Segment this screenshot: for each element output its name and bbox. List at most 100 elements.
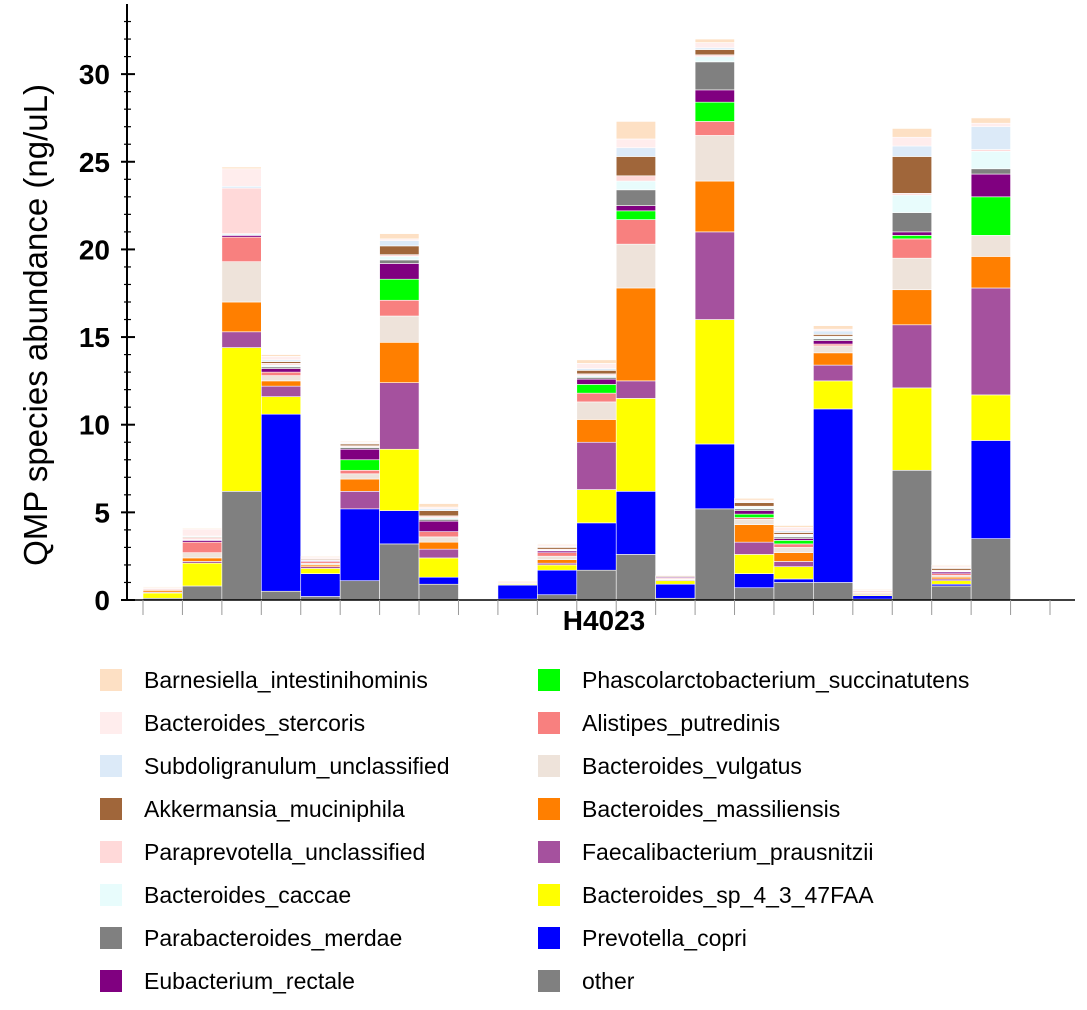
bar-segment <box>734 554 775 575</box>
bar-segment <box>379 259 420 264</box>
bar-segment <box>261 368 302 373</box>
bar-segment <box>261 396 302 415</box>
bar-segment <box>221 236 262 262</box>
bar-segment <box>221 187 262 234</box>
bar-segment <box>773 540 814 545</box>
bar-segment <box>891 194 932 213</box>
bar-segment <box>379 299 420 317</box>
legend-item: Bacteroides_stercoris <box>100 705 365 741</box>
y-tick-label: 25 <box>79 147 110 178</box>
bar-segment <box>773 547 814 553</box>
bar-segment <box>576 522 617 571</box>
legend-item: Phascolarctobacterium_succinatutens <box>538 662 969 698</box>
bar-segment <box>576 419 617 443</box>
bar-segment <box>615 156 656 177</box>
bar-segment <box>891 387 932 471</box>
bar-segment <box>734 502 775 507</box>
bar-segment <box>537 564 578 571</box>
legend-swatch <box>100 712 122 734</box>
bar-segment <box>615 138 656 149</box>
bar-segment <box>379 448 420 511</box>
bar-segment <box>852 595 893 600</box>
bar-segment <box>615 175 656 182</box>
bar-segment <box>576 384 617 394</box>
x-axis-category-label: H4023 <box>563 605 646 636</box>
bar-segment <box>142 586 183 589</box>
bar-segment <box>891 128 932 138</box>
bar-segment <box>615 219 656 245</box>
legend-item: other <box>538 963 634 999</box>
bar-segment <box>734 573 775 589</box>
legend-item: Bacteroides_sp_4_3_47FAA <box>538 877 874 913</box>
legend-label: Bacteroides_caccae <box>144 881 352 908</box>
legend-item: Alistipes_putredinis <box>538 705 780 741</box>
stacked-bar-chart: 0 5 10 15 20 25 30 QMP species abundance (ng/u… <box>17 4 1075 636</box>
legend-label: Prevotella_copri <box>582 924 747 951</box>
bar-segment <box>813 345 854 354</box>
legend-item: Eubacterium_rectale <box>100 963 355 999</box>
legend-label: Bacteroides_vulgatus <box>582 752 802 779</box>
bar-segment <box>418 557 459 578</box>
bar-segment <box>773 525 814 528</box>
bar-segment <box>655 580 696 585</box>
bar-segment <box>773 578 814 583</box>
legend-item: Prevotella_copri <box>538 920 747 956</box>
legend-swatch <box>100 841 122 863</box>
legend-label: other <box>582 967 635 994</box>
bar-segment <box>615 210 656 220</box>
bar-segment <box>261 590 302 601</box>
bar-segment <box>813 340 854 345</box>
legend-swatch <box>538 841 560 863</box>
legend-swatch <box>538 755 560 777</box>
bar-segment <box>182 528 223 537</box>
bar-segment <box>261 375 302 382</box>
legend-label: Phascolarctobacterium_succinatutens <box>582 666 970 693</box>
bar-segment <box>379 342 420 383</box>
y-tick-label: 15 <box>79 322 110 353</box>
bar-segment <box>891 212 932 233</box>
bar-segment <box>418 576 459 585</box>
bar-segment <box>300 555 341 558</box>
bar-segment <box>339 580 380 601</box>
bar-segment <box>182 541 223 553</box>
bar-segment <box>418 541 459 550</box>
bar-segment <box>576 359 617 364</box>
bar-segment <box>339 448 380 461</box>
bar-segment <box>615 380 656 399</box>
legend-label: Bacteroides_sp_4_3_47FAA <box>582 881 874 908</box>
bar-segment <box>891 136 932 147</box>
bar-segment <box>261 354 302 357</box>
bar-segment <box>694 49 735 56</box>
bar-segment <box>576 392 617 403</box>
bar-segment <box>694 101 735 122</box>
bar-segment <box>379 382 420 450</box>
bar-segment <box>300 568 341 575</box>
bar-segment <box>734 510 775 515</box>
legend-label: Paraprevotella_unclassified <box>144 838 426 865</box>
bar-segment <box>300 573 341 597</box>
bar-segment <box>813 408 854 583</box>
bar-segment <box>694 38 735 43</box>
bar-segment <box>931 585 972 601</box>
bar-segment <box>339 441 380 443</box>
legend-item: Faecalibacterium_prausnitzii <box>538 834 873 870</box>
bar-segment <box>813 380 854 410</box>
bar-segment <box>182 557 223 562</box>
bar-segment <box>694 42 735 49</box>
bar-segment <box>655 583 696 599</box>
bar-segment <box>694 61 735 91</box>
legend-label: Faecalibacterium_prausnitzii <box>582 838 874 865</box>
bar-segment <box>497 584 538 600</box>
bar-segment <box>182 562 223 587</box>
bar-segment <box>694 319 735 445</box>
bar-segment <box>418 520 459 532</box>
bar-segment <box>379 256 420 261</box>
bar-segment <box>734 513 775 518</box>
x-ticks <box>142 600 1051 615</box>
bar-segment <box>576 489 617 524</box>
bar-segment <box>891 235 932 240</box>
y-tick-label: 5 <box>94 497 110 528</box>
bar-segment <box>734 519 775 525</box>
bar-segment <box>615 554 656 601</box>
bar-segment <box>734 541 775 555</box>
